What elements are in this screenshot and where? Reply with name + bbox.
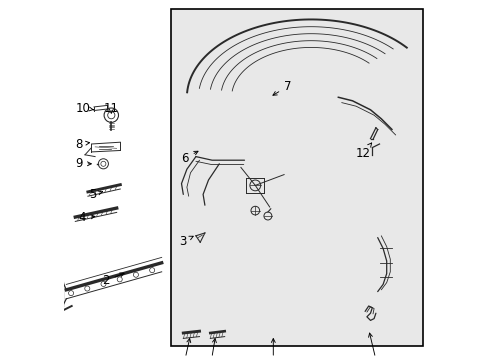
Text: 12: 12 xyxy=(355,143,371,159)
Bar xyxy=(64,0,170,360)
Text: 6: 6 xyxy=(181,151,198,165)
Text: 3: 3 xyxy=(179,235,193,248)
Text: 9: 9 xyxy=(75,157,91,170)
Text: 1: 1 xyxy=(269,339,277,360)
Bar xyxy=(64,0,424,9)
Text: 5: 5 xyxy=(89,188,102,201)
Text: 5: 5 xyxy=(206,338,216,360)
Text: 13: 13 xyxy=(368,333,385,360)
Bar xyxy=(64,346,424,360)
Text: 11: 11 xyxy=(103,102,119,114)
Text: 4: 4 xyxy=(79,211,95,224)
Bar xyxy=(170,9,422,346)
Text: 8: 8 xyxy=(75,138,89,150)
Bar xyxy=(170,9,422,346)
Text: 10: 10 xyxy=(76,102,93,114)
Text: 2: 2 xyxy=(102,273,124,287)
Text: 4: 4 xyxy=(179,338,190,360)
Bar xyxy=(422,0,424,360)
Text: 7: 7 xyxy=(272,80,291,95)
